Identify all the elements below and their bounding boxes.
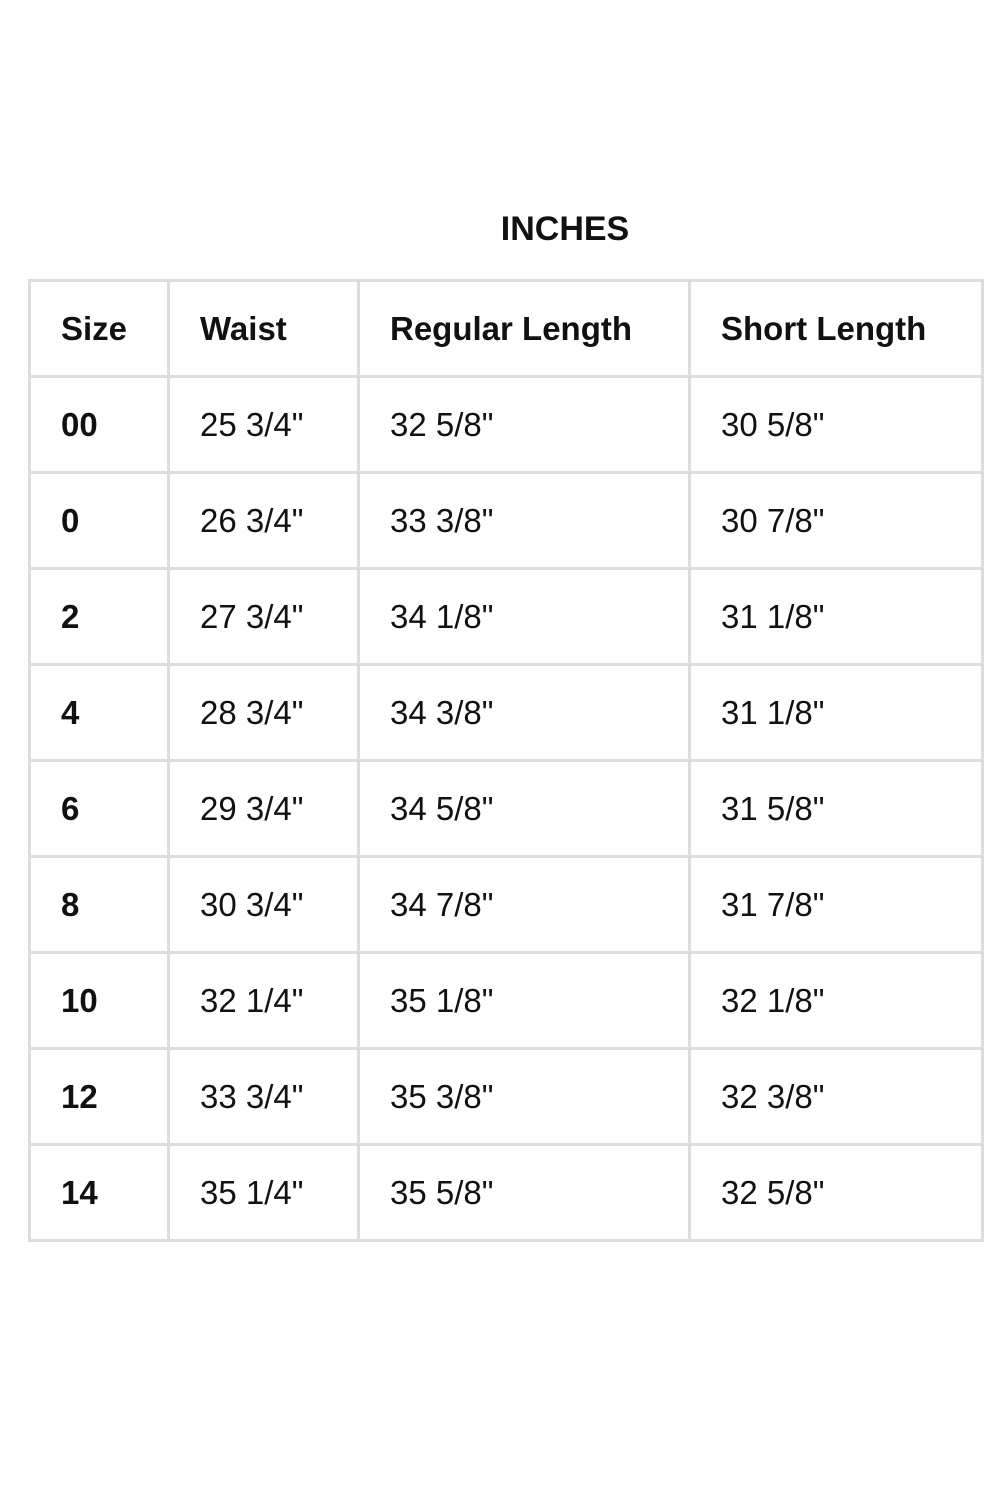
waist-cell: 33 3/4" (167, 1047, 360, 1146)
short-length-cell: 31 1/8" (688, 567, 984, 666)
regular-length-cell: 35 5/8" (357, 1143, 691, 1242)
regular-length-cell: 34 1/8" (357, 567, 691, 666)
header-regular-length: Regular Length (357, 279, 691, 378)
short-length-cell: 32 5/8" (688, 1143, 984, 1242)
short-length-cell: 30 7/8" (688, 471, 984, 570)
size-cell: 00 (28, 375, 170, 474)
header-short-length: Short Length (688, 279, 984, 378)
regular-length-cell: 34 3/8" (357, 663, 691, 762)
waist-cell: 27 3/4" (167, 567, 360, 666)
waist-cell: 35 1/4" (167, 1143, 360, 1242)
header-waist: Waist (167, 279, 360, 378)
short-length-cell: 32 3/8" (688, 1047, 984, 1146)
table-row: 8 30 3/4" 34 7/8" 31 7/8" (28, 855, 984, 954)
table-row: 00 25 3/4" 32 5/8" 30 5/8" (28, 375, 984, 474)
size-cell: 8 (28, 855, 170, 954)
size-cell: 2 (28, 567, 170, 666)
waist-cell: 32 1/4" (167, 951, 360, 1050)
table-row: 12 33 3/4" 35 3/8" 32 3/8" (28, 1047, 984, 1146)
regular-length-cell: 35 1/8" (357, 951, 691, 1050)
short-length-cell: 30 5/8" (688, 375, 984, 474)
size-chart-table: Size Waist Regular Length Short Length 0… (28, 279, 984, 1242)
header-row: Size Waist Regular Length Short Length (28, 279, 984, 378)
size-cell: 14 (28, 1143, 170, 1242)
table-row: 6 29 3/4" 34 5/8" 31 5/8" (28, 759, 984, 858)
waist-cell: 26 3/4" (167, 471, 360, 570)
waist-cell: 28 3/4" (167, 663, 360, 762)
size-cell: 10 (28, 951, 170, 1050)
short-length-cell: 32 1/8" (688, 951, 984, 1050)
table-row: 10 32 1/4" 35 1/8" 32 1/8" (28, 951, 984, 1050)
regular-length-cell: 34 7/8" (357, 855, 691, 954)
regular-length-cell: 34 5/8" (357, 759, 691, 858)
regular-length-cell: 35 3/8" (357, 1047, 691, 1146)
short-length-cell: 31 7/8" (688, 855, 984, 954)
waist-cell: 25 3/4" (167, 375, 360, 474)
short-length-cell: 31 5/8" (688, 759, 984, 858)
table-row: 14 35 1/4" 35 5/8" 32 5/8" (28, 1143, 984, 1242)
short-length-cell: 31 1/8" (688, 663, 984, 762)
table-row: 0 26 3/4" 33 3/8" 30 7/8" (28, 471, 984, 570)
waist-cell: 29 3/4" (167, 759, 360, 858)
size-cell: 0 (28, 471, 170, 570)
waist-cell: 30 3/4" (167, 855, 360, 954)
chart-title: INCHES (500, 210, 630, 248)
size-cell: 4 (28, 663, 170, 762)
size-cell: 12 (28, 1047, 170, 1146)
table-row: 2 27 3/4" 34 1/8" 31 1/8" (28, 567, 984, 666)
header-size: Size (28, 279, 170, 378)
regular-length-cell: 33 3/8" (357, 471, 691, 570)
regular-length-cell: 32 5/8" (357, 375, 691, 474)
size-cell: 6 (28, 759, 170, 858)
table-row: 4 28 3/4" 34 3/8" 31 1/8" (28, 663, 984, 762)
